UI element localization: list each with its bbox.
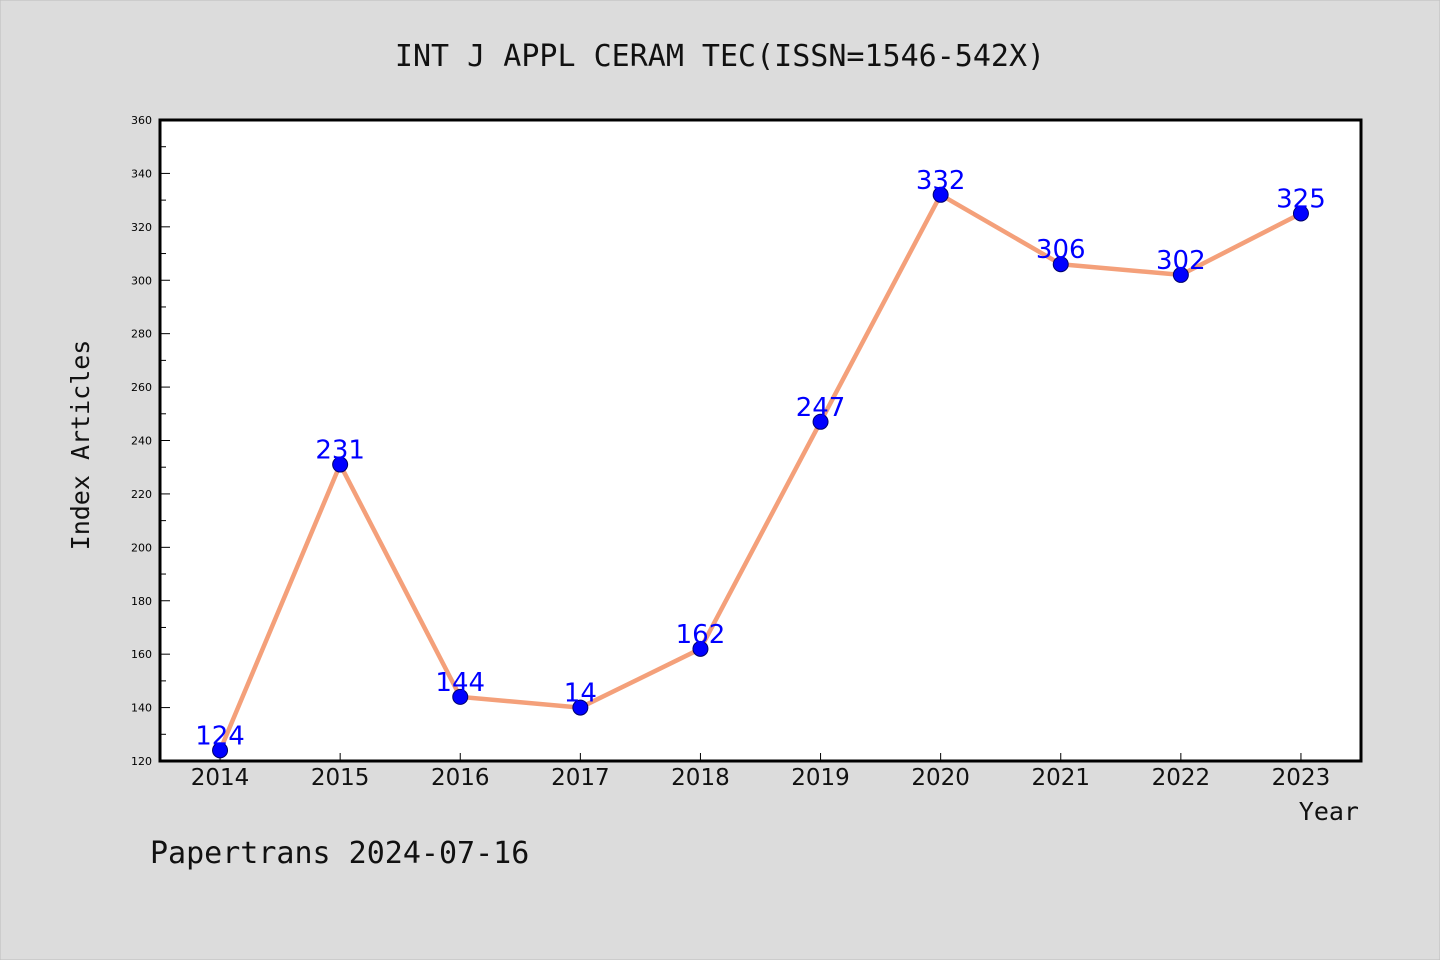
y-tick-label: 340 [131, 167, 152, 180]
x-axis-label: Year [1299, 797, 1359, 826]
y-axis: 120 140 160 180 200 220 240 260 280 300 320 340 360 [131, 114, 170, 768]
x-axis: 2014 2015 2016 2017 2018 2019 2020 2021 2022 2023 [191, 753, 1330, 791]
x-tick-label: 2018 [671, 765, 730, 791]
data-label: 306 [1036, 235, 1086, 265]
data-point [1052, 256, 1069, 273]
data-label: 14 [564, 679, 597, 709]
y-axis-label: Index Articles [66, 340, 95, 551]
data-point [572, 699, 589, 716]
series-index-articles: 124 231 144 14 162 247 332 306 302 325 [195, 166, 1326, 759]
y-tick-label: 260 [131, 381, 152, 394]
y-tick-label: 320 [131, 221, 152, 234]
series-line [217, 192, 1304, 753]
y-tick-label: 240 [131, 435, 152, 448]
data-label: 332 [916, 166, 966, 196]
data-point [332, 456, 349, 473]
x-tick-label: 2016 [431, 765, 490, 791]
y-tick-label: 300 [131, 274, 152, 287]
data-point [212, 742, 229, 759]
y-tick-label: 200 [131, 541, 152, 554]
data-label: 144 [435, 668, 485, 698]
y-tick-label: 220 [131, 488, 152, 501]
x-tick-label: 2014 [191, 765, 250, 791]
x-tick-label: 2019 [791, 765, 850, 791]
y-tick-label: 280 [131, 328, 152, 341]
footer-credit: Papertrans 2024-07-16 [150, 836, 529, 871]
x-tick-label: 2017 [551, 765, 610, 791]
y-tick-label: 140 [131, 702, 152, 715]
y-tick-label: 180 [131, 595, 152, 608]
data-point [692, 640, 709, 657]
data-label: 247 [796, 393, 846, 423]
data-label: 302 [1156, 246, 1206, 276]
data-label: 162 [676, 620, 726, 650]
x-tick-label: 2021 [1031, 765, 1090, 791]
y-tick-label: 160 [131, 648, 152, 661]
data-label: 231 [315, 436, 365, 466]
x-tick-label: 2020 [911, 765, 970, 791]
x-tick-label: 2023 [1272, 765, 1331, 791]
data-point [1292, 205, 1309, 222]
data-point [932, 186, 949, 203]
plot-area [158, 118, 1363, 763]
data-point [812, 413, 829, 430]
x-tick-label: 2022 [1152, 765, 1211, 791]
x-tick-label: 2015 [311, 765, 370, 791]
data-label: 124 [195, 721, 245, 751]
chart-title: INT J APPL CERAM TEC(ISSN=1546-542X) [395, 39, 1045, 74]
data-point [452, 688, 469, 705]
data-label: 325 [1276, 184, 1326, 214]
y-tick-label: 120 [131, 755, 152, 768]
data-point [1172, 266, 1189, 283]
y-tick-label: 360 [131, 114, 152, 127]
